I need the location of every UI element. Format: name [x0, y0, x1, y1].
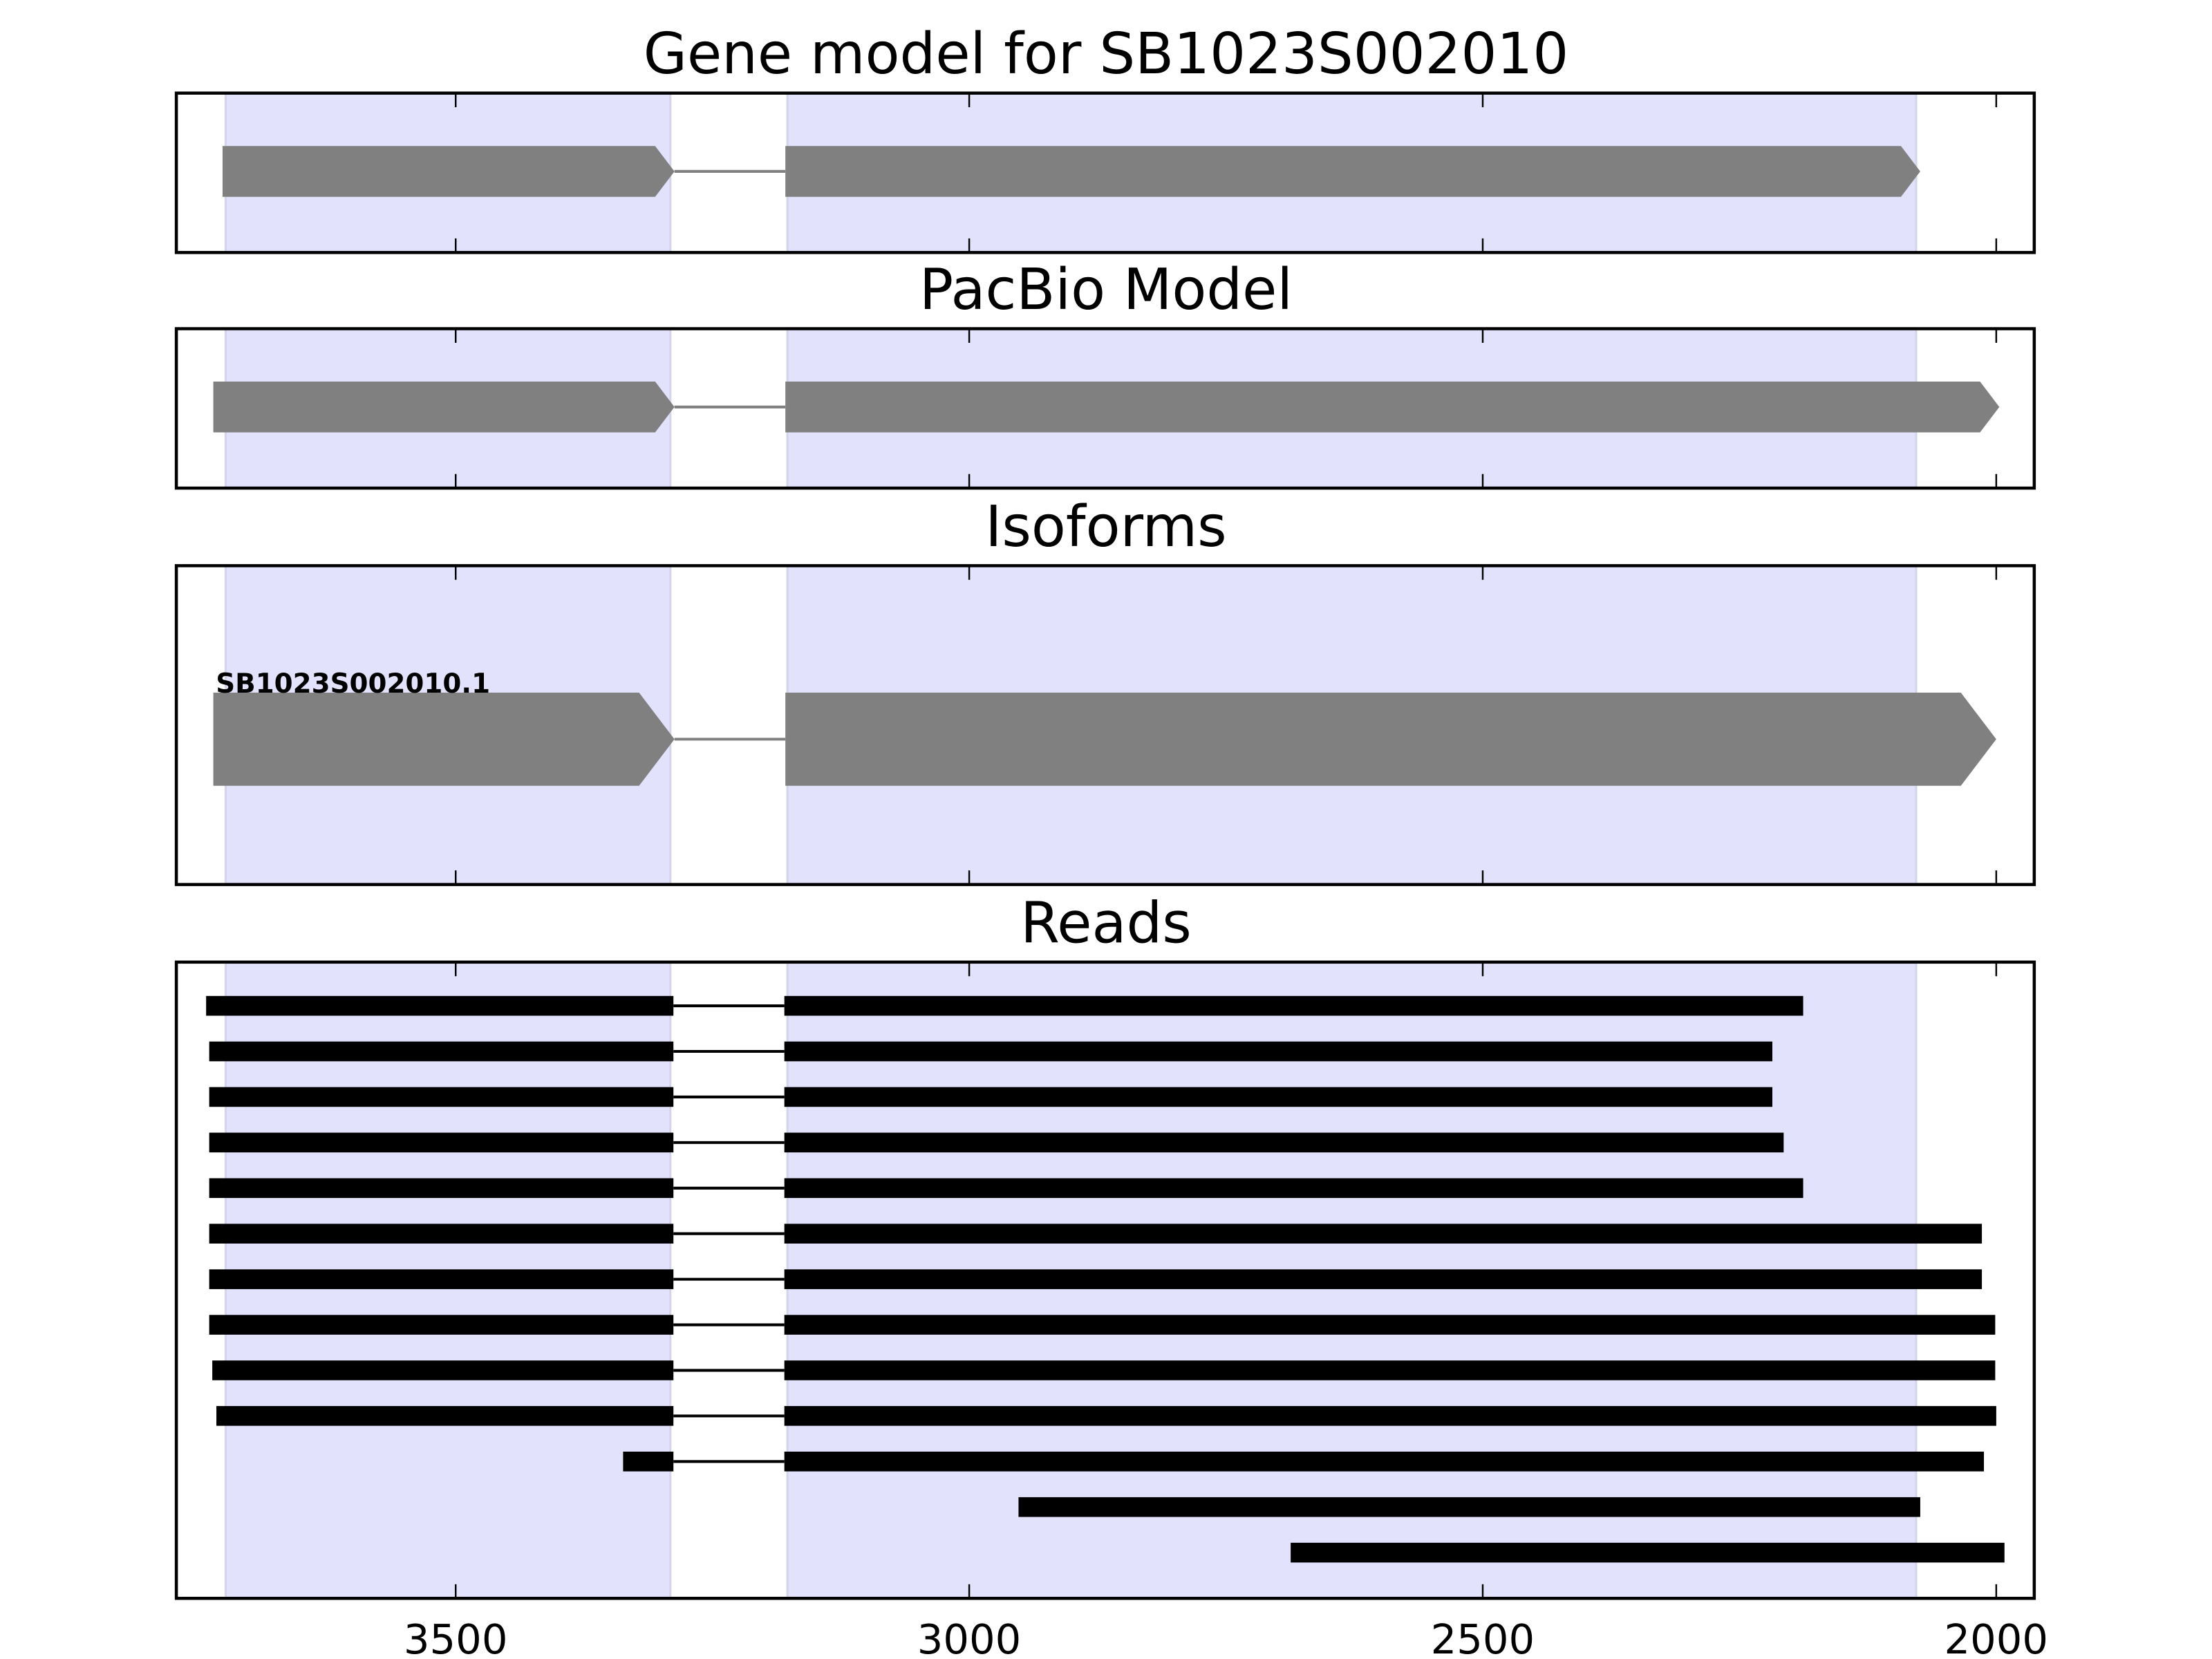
- model1-exon-1: [785, 382, 2000, 433]
- read-7-block-0: [209, 1315, 674, 1335]
- model1-exon-0: [213, 382, 675, 433]
- read-10-block-0: [623, 1452, 674, 1472]
- model0-exon-1: [785, 146, 1920, 197]
- read-4-block-0: [209, 1178, 674, 1199]
- read-11-block-0: [1018, 1497, 1920, 1517]
- title-gene-model: Gene model for SB1023S002010: [644, 21, 1569, 87]
- read-2-block-0: [209, 1087, 674, 1107]
- read-10-block-1: [784, 1452, 1985, 1472]
- axes-frame-1: [174, 327, 2036, 490]
- read-0-block-0: [206, 995, 674, 1016]
- read-8-block-0: [212, 1360, 674, 1380]
- read-5-block-1: [784, 1224, 1983, 1244]
- isoform-0-exon-0: [213, 693, 675, 786]
- isoform-0-exon-1: [785, 693, 1996, 786]
- read-6-block-0: [209, 1269, 674, 1289]
- read-1-block-0: [209, 1041, 674, 1062]
- title-reads: Reads: [1020, 890, 1192, 956]
- xtick-label-3: 2000: [1944, 1615, 2048, 1659]
- read-0-block-1: [784, 995, 1803, 1016]
- read-3-block-1: [784, 1132, 1784, 1153]
- read-8-block-1: [784, 1360, 1996, 1380]
- read-12-block-0: [1291, 1542, 2005, 1563]
- read-2-block-1: [784, 1087, 1772, 1107]
- read-9-block-1: [784, 1406, 1996, 1426]
- axes-frame-0: [174, 91, 2036, 254]
- xtick-label-1: 3000: [917, 1615, 1022, 1659]
- axes-frame-2: [174, 564, 2036, 886]
- read-3-block-0: [209, 1132, 674, 1153]
- axes-frame-3: [174, 960, 2036, 1600]
- read-4-block-1: [784, 1178, 1803, 1199]
- isoform-label: SB1023S002010.1: [216, 668, 490, 700]
- model0-exon-0: [222, 146, 675, 197]
- read-5-block-0: [209, 1224, 674, 1244]
- read-7-block-1: [784, 1315, 1996, 1335]
- title-isoforms: Isoforms: [985, 494, 1226, 560]
- xtick-label-0: 3500: [404, 1615, 508, 1659]
- title-pacbio-model: PacBio Model: [919, 257, 1293, 323]
- read-1-block-1: [784, 1041, 1772, 1062]
- xtick-label-2: 2500: [1431, 1615, 1535, 1659]
- read-9-block-0: [216, 1406, 674, 1426]
- read-6-block-1: [784, 1269, 1983, 1289]
